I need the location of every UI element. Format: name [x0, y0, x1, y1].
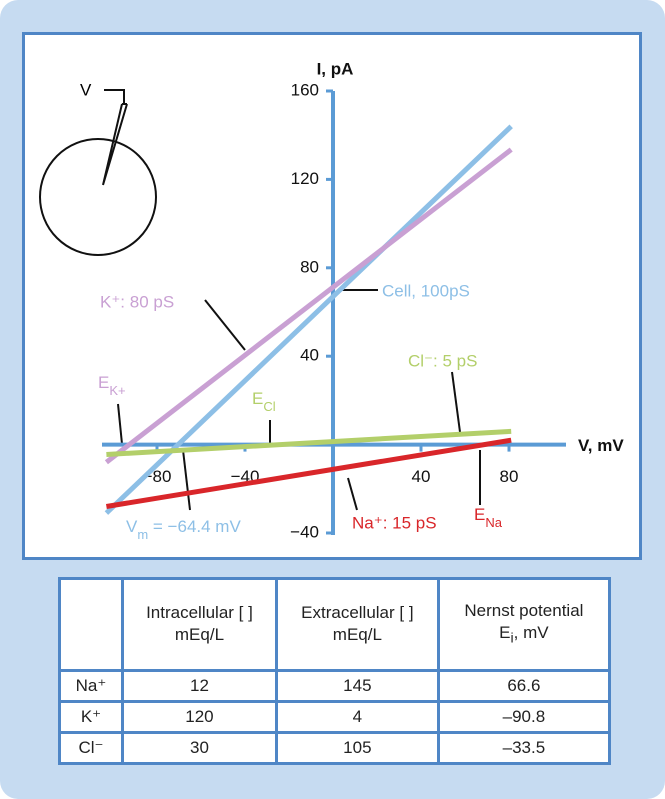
header-text: i — [510, 630, 514, 647]
annotation-sub: m — [137, 527, 148, 542]
table-cell: 145 — [274, 668, 440, 703]
annotation-sub: Cl — [263, 399, 275, 414]
series-line — [104, 147, 513, 465]
x-tick-label: 40 — [412, 467, 431, 486]
header-text: E — [499, 622, 511, 642]
header-text: mEq/L — [332, 625, 382, 645]
y-tick-label: 160 — [291, 80, 319, 99]
series-line — [106, 428, 512, 458]
annotation-text: E — [474, 505, 485, 524]
table-row: Cl⁻ 30 105 –33.5 — [58, 730, 612, 766]
annotation: ECl — [252, 389, 276, 413]
header-text: mEq/L — [174, 625, 225, 645]
header-text: , mV — [513, 622, 549, 642]
table-cell: K⁺ — [58, 699, 124, 734]
y-tick-label: 80 — [300, 257, 319, 276]
table-row: Na⁺ 12 145 66.6 — [58, 668, 612, 703]
table-cell: –90.8 — [436, 699, 612, 734]
annotation-sub: Na — [485, 515, 502, 530]
table-cell: 120 — [121, 699, 278, 734]
table-cell: Cl⁻ — [58, 730, 124, 766]
annotation-text: = −64.4 mV — [148, 517, 241, 536]
x-tick-label: 80 — [500, 467, 519, 486]
table-cell: 66.6 — [436, 668, 612, 703]
table-cell: –33.5 — [436, 730, 612, 766]
header-text: Extracellular [ ] — [301, 603, 414, 623]
header-cell: Intracellular [ ] mEq/L — [121, 577, 278, 672]
series-label: Cell, 100pS — [382, 281, 470, 300]
table-cell: 105 — [274, 730, 440, 766]
x-axis-label: V, mV — [578, 436, 624, 455]
table-row: K⁺ 120 4 –90.8 — [58, 699, 612, 734]
series-label: Na⁺: 15 pS — [352, 513, 437, 532]
header-cell: Extracellular [ ] mEq/L — [274, 577, 440, 672]
annotation: ENa — [474, 505, 503, 529]
annotation: Vm = −64.4 mV — [126, 517, 241, 541]
table-cell: 12 — [121, 668, 278, 703]
y-axis-label: I, pA — [317, 59, 354, 78]
series-label: K⁺: 80 pS — [100, 292, 174, 311]
header-text: Intracellular [ ] — [146, 603, 253, 623]
corner-cell — [58, 577, 124, 672]
annotation-text: V — [126, 517, 138, 536]
annotation-sub: K+ — [109, 383, 125, 398]
annotation-text: E — [98, 373, 109, 392]
annotation: EK+ — [98, 373, 126, 397]
y-tick-label: 40 — [300, 346, 319, 365]
y-tick-label: −40 — [290, 522, 319, 541]
header-cell: Nernst potential Ei, mV — [436, 577, 612, 672]
chart: V I, pAV, mV−80 −40 40 80−404080120160Cell,… — [22, 32, 642, 560]
leaders — [117, 289, 481, 511]
diagram-label: V — [80, 80, 92, 99]
series-line — [105, 437, 512, 509]
y-tick-label: 120 — [291, 169, 319, 188]
nernst-table: Intracellular [ ] mEq/L Extracellular [ ]… — [58, 577, 612, 766]
table-cell: Na⁺ — [58, 668, 124, 703]
header-text: Nernst potential — [464, 600, 584, 620]
series-label: Cl⁻: 5 pS — [408, 351, 477, 370]
table-cell: 30 — [121, 730, 278, 766]
cell-diagram — [39, 89, 157, 256]
table-cell: 4 — [274, 699, 440, 734]
annotation-text: E — [252, 389, 263, 408]
